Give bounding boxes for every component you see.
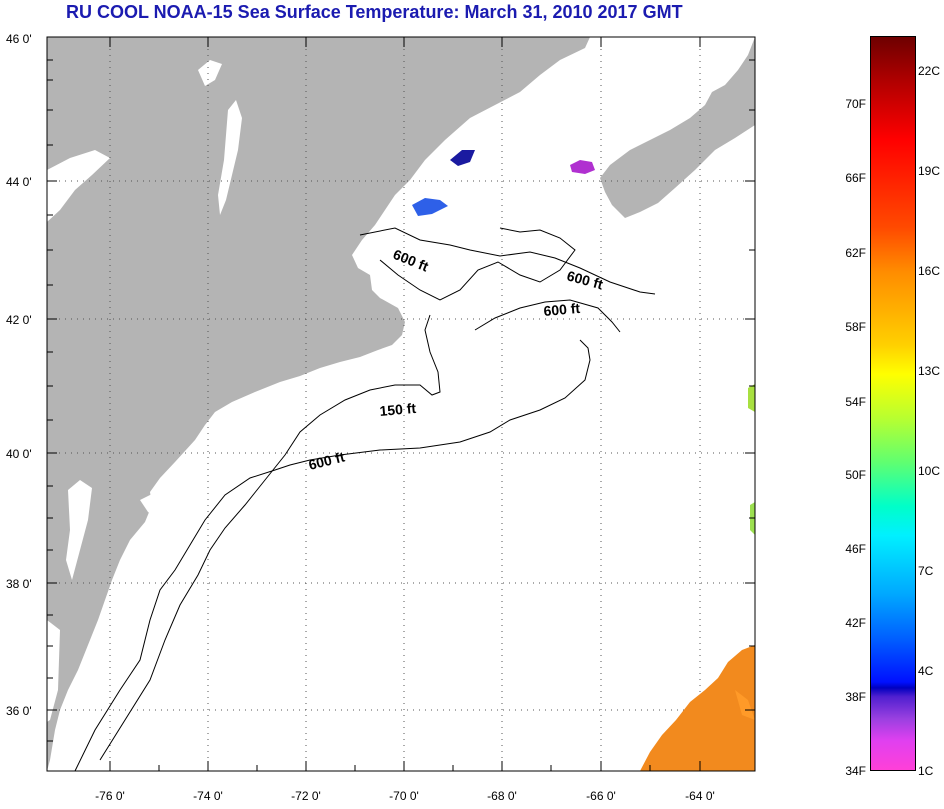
lat-label: 44 0' [6,175,32,189]
contour-label-150ft: 150 ft [379,400,417,419]
sst-patch-east-1 [748,384,755,412]
colorbar-c-label: 10C [918,464,941,478]
lon-label: -66 0' [586,789,616,803]
colorbar-f-label: 54F [845,395,866,409]
colorbar-c-label: 7C [918,564,934,578]
colorbar-f-label: 62F [845,246,866,260]
contour-600ft-shelf [74,339,591,772]
sst-data [412,150,755,771]
sst-patch-southeast [640,645,755,771]
bathymetry-contours [74,227,656,772]
lon-label: -72 0' [291,789,321,803]
graticule [47,37,755,771]
lat-label: 46 0' [6,32,32,46]
colorbar-f-label: 50F [845,468,866,482]
lat-label: 36 0' [6,704,32,718]
tick-marks [47,37,755,771]
lat-label: 40 0' [6,447,32,461]
colorbar-c-label: 1C [918,764,934,778]
lon-label: -74 0' [193,789,223,803]
contour-label-georges: 600 ft [543,300,581,319]
temperature-colorbar [870,36,916,771]
sst-patch-fundy [570,160,595,174]
lat-label: 38 0' [6,577,32,591]
lon-label: -68 0' [487,789,517,803]
contour-gulf-inner [379,227,576,301]
colorbar-c-label: 4C [918,664,934,678]
contour-150ft [99,314,441,761]
colorbar-f-label: 58F [845,320,866,334]
contour-600ft-georges [474,299,621,333]
sst-patch-gulf-blue [412,198,448,216]
colorbar-f-label: 70F [845,97,866,111]
colorbar-c-label: 13C [918,364,941,378]
colorbar-f-label: 46F [845,542,866,556]
us-mainland [47,37,590,771]
lon-label: -64 0' [685,789,715,803]
colorbar-f-label: 66F [845,171,866,185]
colorbar-c-label: 16C [918,264,941,278]
lon-label: -76 0' [95,789,125,803]
colorbar-c-label: 19C [918,164,941,178]
map-title: RU COOL NOAA-15 Sea Surface Temperature:… [66,2,683,22]
colorbar-f-label: 38F [845,690,866,704]
land-masses [47,37,755,771]
map-frame [46,36,756,772]
contour-600ft-gulf [359,227,656,295]
colorbar-f-label: 34F [845,764,866,778]
colorbar-f-label: 42F [845,616,866,630]
colorbar-c-label: 22C [918,64,941,78]
nova-scotia [600,37,755,218]
long-island [300,338,382,366]
lon-label: -70 0' [389,789,419,803]
lat-label: 42 0' [6,313,32,327]
